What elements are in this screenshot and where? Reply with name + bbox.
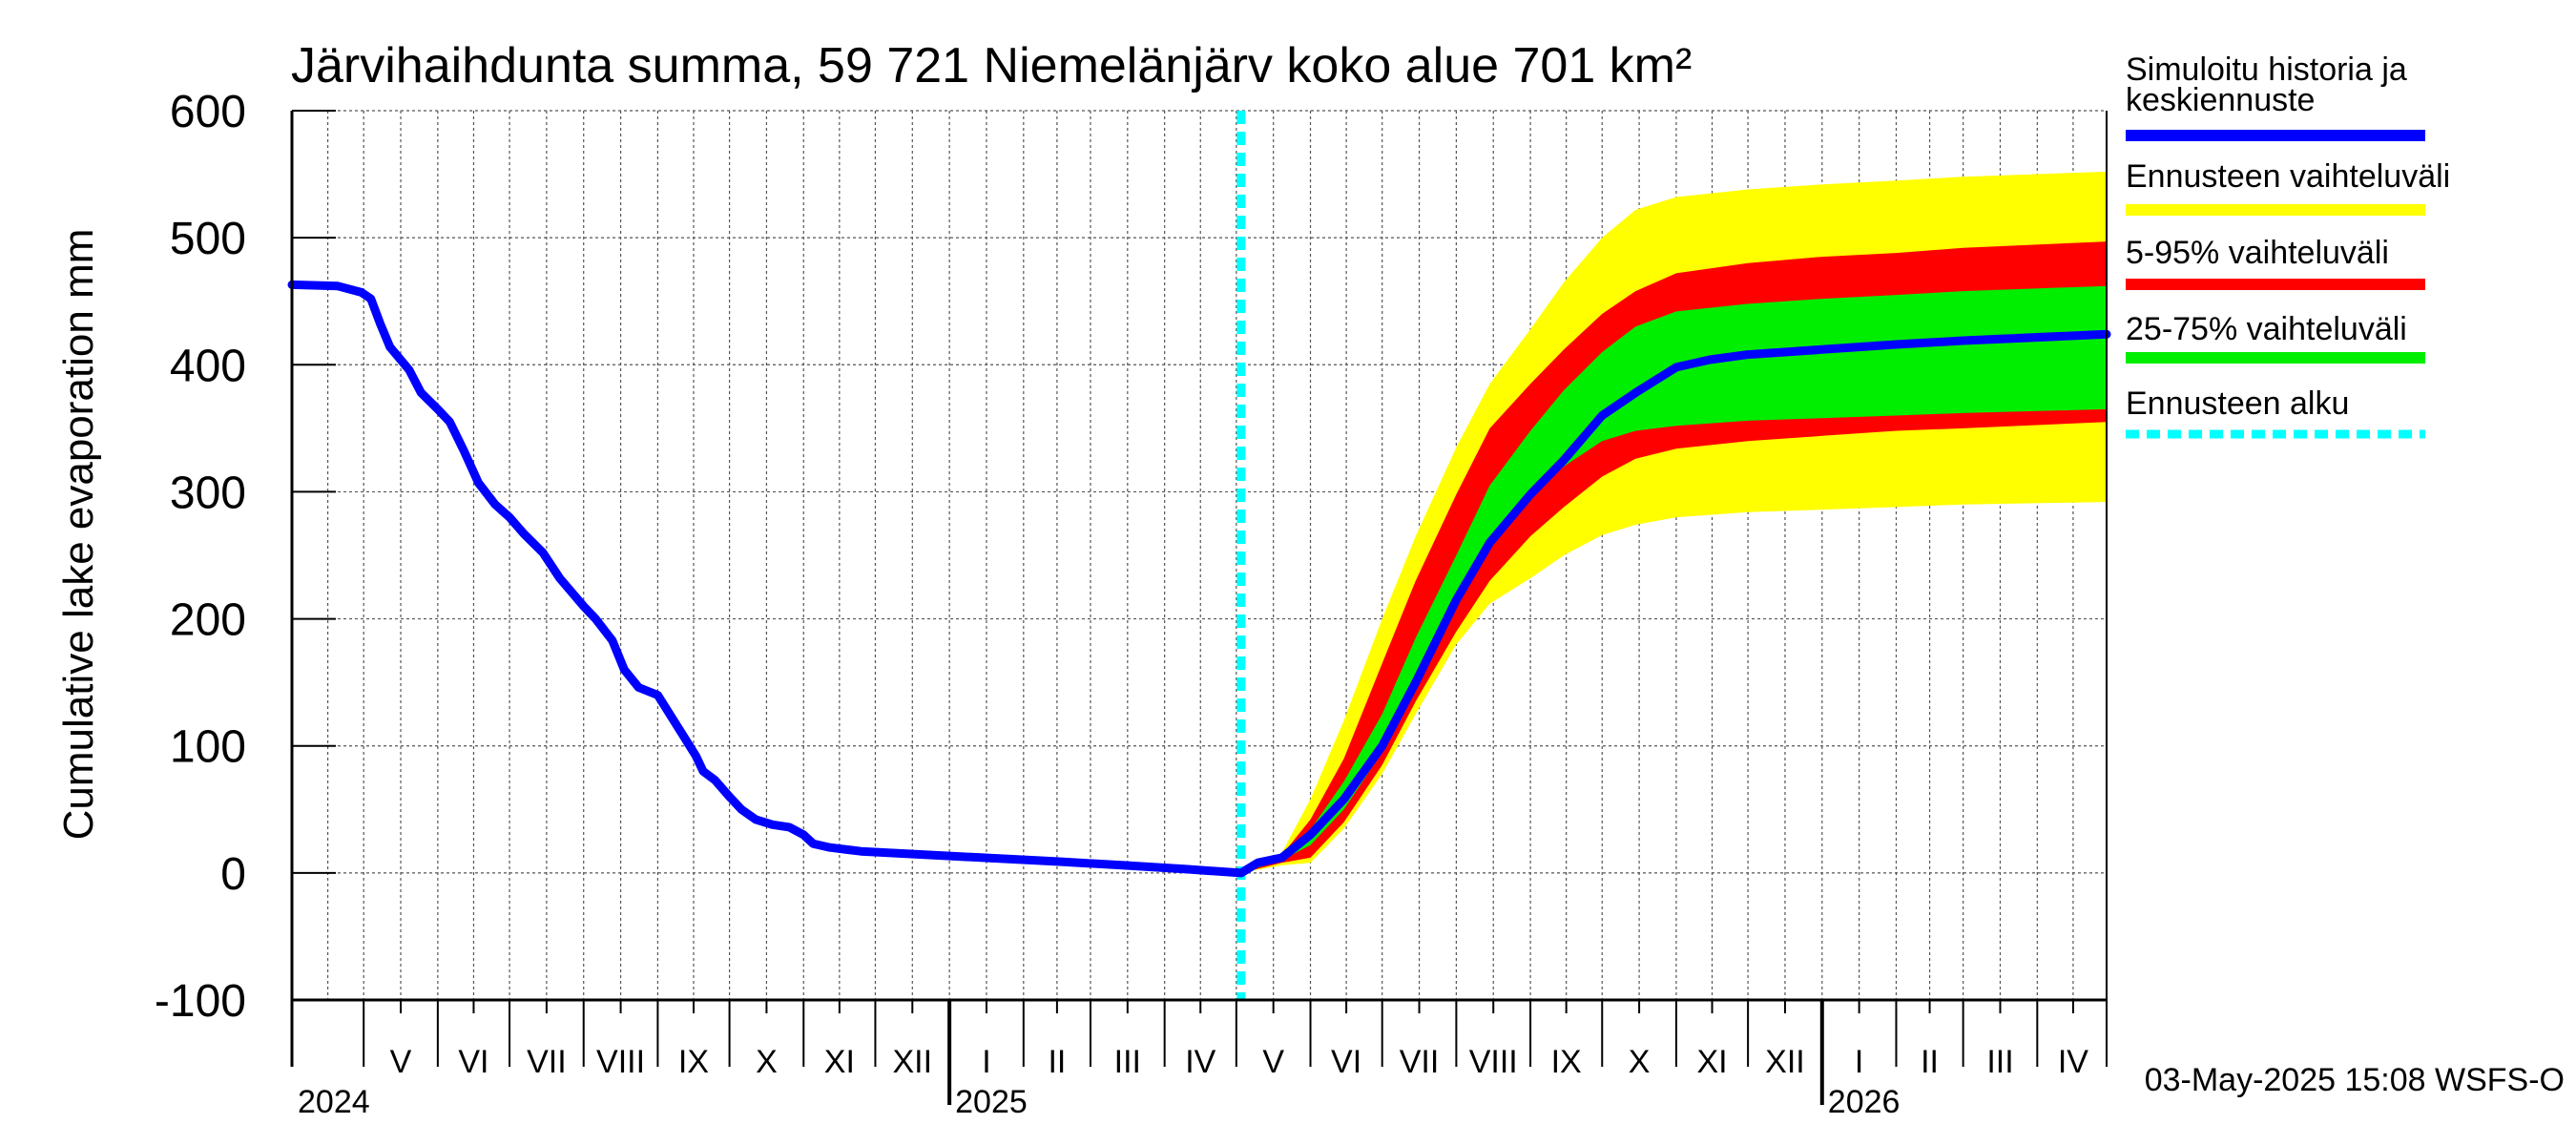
- month-label: V: [390, 1044, 412, 1080]
- y-tick-label: 400: [170, 341, 246, 391]
- series-lines: [287, 280, 2111, 878]
- month-label: VII: [527, 1044, 567, 1080]
- month-label: VI: [458, 1044, 488, 1080]
- month-label: X: [1629, 1044, 1651, 1080]
- month-label: VII: [1400, 1044, 1440, 1080]
- y-tick-label: -100: [155, 976, 246, 1027]
- month-label: XI: [824, 1044, 855, 1080]
- y-axis-ticks: 600 500 400 300 200 100 0 -100: [155, 87, 336, 1027]
- y-tick-label: 0: [220, 849, 246, 900]
- month-label: VIII: [1469, 1044, 1518, 1080]
- legend-label: 5-95% vaihteluväli: [2126, 235, 2389, 271]
- month-label: XI: [1696, 1044, 1727, 1080]
- month-label: VIII: [596, 1044, 645, 1080]
- y-tick-label: 600: [170, 87, 246, 137]
- y-axis-label: Cumulative lake evaporation mm: [55, 229, 102, 841]
- axes: [290, 111, 2108, 1067]
- legend-label: 25-75% vaihteluväli: [2126, 311, 2407, 347]
- y-tick-label: 100: [170, 722, 246, 773]
- timestamp-footer: 03-May-2025 15:08 WSFS-O: [2145, 1062, 2565, 1098]
- month-label: V: [1262, 1044, 1284, 1080]
- legend-label: Ennusteen alku: [2126, 385, 2349, 422]
- month-label: II: [1921, 1044, 1939, 1080]
- month-label: I: [1855, 1044, 1863, 1080]
- month-label: III: [1114, 1044, 1141, 1080]
- year-label: 2026: [1828, 1084, 1901, 1120]
- month-label: IX: [678, 1044, 709, 1080]
- legend-label: Simuloitu historia ja: [2126, 52, 2407, 88]
- month-label: III: [1986, 1044, 2013, 1080]
- month-label: XII: [892, 1044, 932, 1080]
- year-label: 2025: [955, 1084, 1028, 1120]
- month-label: X: [756, 1044, 778, 1080]
- y-tick-label: 200: [170, 595, 246, 646]
- y-tick-label: 300: [170, 468, 246, 518]
- legend-label: keskiennuste: [2126, 82, 2315, 118]
- month-label: I: [982, 1044, 990, 1080]
- chart-title: Järvihaihdunta summa, 59 721 Niemelänjär…: [291, 38, 1692, 94]
- month-label: II: [1048, 1044, 1066, 1080]
- month-label: IV: [1185, 1044, 1215, 1080]
- legend-label: Ennusteen vaihteluväli: [2126, 158, 2450, 195]
- month-label: VI: [1331, 1044, 1361, 1080]
- y-tick-label: 500: [170, 214, 246, 264]
- series-line-median: [287, 280, 2111, 878]
- month-label: IX: [1551, 1044, 1582, 1080]
- year-label: 2024: [298, 1084, 370, 1120]
- x-axis-ticks: V VI VII VIII IX X XI XII I II III IV V VI VII VIII IX X X…: [298, 1000, 2088, 1120]
- month-label: XII: [1765, 1044, 1805, 1080]
- month-label: IV: [2058, 1044, 2088, 1080]
